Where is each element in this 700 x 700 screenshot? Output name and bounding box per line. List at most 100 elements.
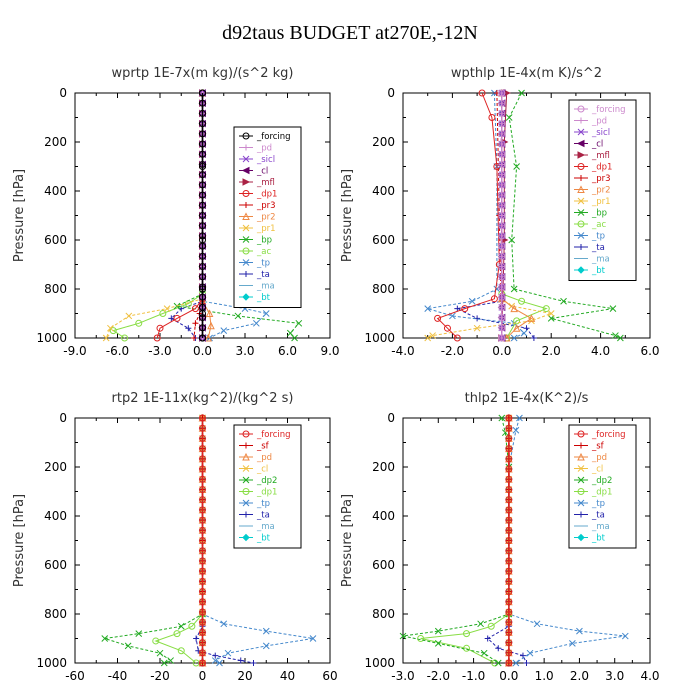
data-point xyxy=(512,426,520,434)
legend-entry: _bt xyxy=(574,534,606,544)
legend-entry: _tp xyxy=(574,232,605,242)
x-tick-label: 2.0 xyxy=(542,344,561,358)
data-point xyxy=(153,334,161,342)
data-point xyxy=(199,140,206,148)
legend-entry: _mfl xyxy=(574,151,610,161)
y-tick-label: 200 xyxy=(372,135,395,149)
data-point xyxy=(505,598,513,606)
legend-marker xyxy=(241,166,250,175)
data-point xyxy=(510,285,518,293)
data-point xyxy=(498,252,506,260)
x-tick-label: 9.0 xyxy=(320,344,339,358)
data-point xyxy=(498,324,506,332)
data-point xyxy=(477,620,484,628)
data-point xyxy=(199,434,206,442)
series-line xyxy=(427,92,525,339)
legend-entry: _bt xyxy=(239,293,271,303)
y-tick-label: 800 xyxy=(372,607,395,621)
x-tick-label: 20 xyxy=(237,669,252,683)
legend-label: _tp xyxy=(256,259,270,269)
data-point xyxy=(199,120,206,128)
data-point xyxy=(505,588,513,596)
legend-label: _bt xyxy=(256,293,271,303)
data-point xyxy=(498,303,506,311)
legend-marker xyxy=(578,511,584,518)
series-line xyxy=(170,93,203,339)
data-point xyxy=(220,327,228,335)
series-line xyxy=(508,417,626,664)
data-point xyxy=(512,659,520,667)
data-point xyxy=(498,273,506,281)
y-tick-label: 0 xyxy=(59,411,67,425)
x-tick-label: 1.0 xyxy=(535,669,554,683)
legend-marker xyxy=(577,499,585,507)
legend-entry: _pr2 xyxy=(574,185,611,196)
y-tick-label: 800 xyxy=(372,282,395,296)
data-point xyxy=(199,628,206,636)
legend-label: _dp1 xyxy=(256,488,277,498)
legend-marker xyxy=(577,232,585,239)
legend-label: _mfl xyxy=(256,178,275,188)
legend: _forcing _pd_sicl _cl_mfl _dp1_pr3 _pr2_pr1 _… xyxy=(233,126,302,308)
legend-entry: _ta xyxy=(574,511,605,521)
legend-entry: _ma xyxy=(574,255,610,265)
legend-label: _bp xyxy=(591,209,607,219)
chart-title: thlp2 1E-4x(K^2)/s xyxy=(465,391,589,406)
data-point xyxy=(199,130,206,138)
x-tick-label: 6.0 xyxy=(640,344,659,358)
legend-marker xyxy=(577,209,585,216)
data-point xyxy=(505,547,513,555)
legend-label: _tp xyxy=(256,499,270,509)
data-point xyxy=(523,660,530,666)
legend-marker xyxy=(243,511,249,518)
data-point xyxy=(498,334,506,342)
data-point xyxy=(135,319,143,327)
data-point xyxy=(510,334,518,342)
series-line xyxy=(501,93,533,339)
legend-entry: _ta xyxy=(239,270,270,280)
data-point xyxy=(295,319,303,327)
data-point xyxy=(498,212,506,219)
legend-label: _bp xyxy=(256,236,272,246)
data-point xyxy=(518,297,526,305)
legend-marker xyxy=(243,202,249,208)
legend-marker xyxy=(577,197,585,205)
data-point xyxy=(212,652,219,659)
x-tick-label: 40 xyxy=(280,669,295,683)
legend: _forcing _pd_sicl _cl_mfl _dp1_pr3 _pr2_pr1 _… xyxy=(568,99,637,281)
series-line xyxy=(455,93,535,339)
legend-entry: _bp xyxy=(574,209,607,219)
legend-box xyxy=(568,99,637,281)
legend-entry: _pr3 xyxy=(239,201,276,211)
legend-entry: _tp xyxy=(239,499,270,509)
legend-entry: _dp2 xyxy=(239,476,277,486)
legend-label: _bt xyxy=(591,266,606,276)
x-tick-label: -4.0 xyxy=(391,344,414,358)
series-dp1 xyxy=(417,414,513,667)
data-point xyxy=(505,557,513,565)
data-point xyxy=(505,485,513,493)
data-point xyxy=(199,547,206,555)
data-point xyxy=(135,630,143,637)
series-pr1 xyxy=(102,89,206,342)
legend-marker xyxy=(242,178,251,186)
data-point xyxy=(505,639,513,647)
data-point xyxy=(199,293,206,301)
data-point xyxy=(560,297,567,305)
data-point xyxy=(125,312,133,320)
y-tick-label: 200 xyxy=(44,135,67,149)
data-point xyxy=(199,285,206,293)
data-point xyxy=(163,305,171,312)
chart-title: rtp2 1E-11x(kg^2)/(kg^2 s) xyxy=(112,391,294,406)
legend-entry: _dp1 xyxy=(239,488,277,498)
legend-entry: _pr1 xyxy=(574,197,611,207)
chart-panel-2: wpthlp 1E-4x(m K)/s^2 Pressure [hPa] -4.0 -… xyxy=(340,66,660,358)
data-point xyxy=(192,320,199,327)
legend-entry: _dp2 xyxy=(574,476,612,486)
x-tick-label: 0.0 xyxy=(193,344,212,358)
data-point xyxy=(429,332,436,339)
data-point xyxy=(199,163,206,170)
series-line xyxy=(436,92,500,339)
series-group xyxy=(399,413,629,667)
